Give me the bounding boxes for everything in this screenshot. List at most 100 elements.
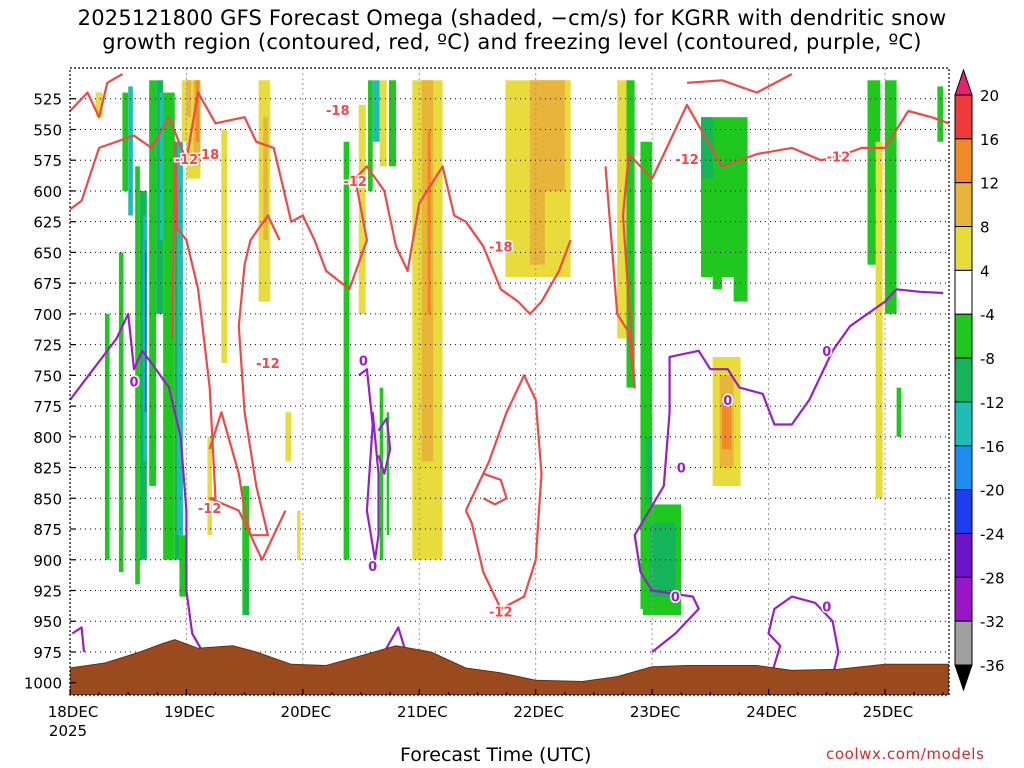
terrain-area	[70, 639, 949, 695]
omega-cell	[177, 141, 183, 536]
omega-cell	[386, 412, 390, 536]
colorbar-swatch	[954, 620, 973, 666]
freezing-contour-label: 0	[671, 591, 680, 606]
terrain-layer	[70, 639, 949, 695]
colorbar-swatch	[954, 445, 973, 491]
y-tick-label: 875	[33, 521, 62, 539]
colorbar-swatch	[954, 576, 973, 622]
y-tick-label: 1000	[24, 675, 62, 693]
y-tick-label: 975	[33, 644, 62, 662]
omega-cell	[122, 92, 129, 191]
dgz-contour-label: -12	[175, 153, 199, 168]
colorbar-label: -32	[980, 613, 1005, 631]
omega-cell	[144, 240, 147, 413]
omega-cell	[640, 141, 653, 609]
omega-cell	[372, 80, 380, 142]
freezing-contour-label: 0	[130, 376, 139, 391]
dgz-contour-label: -18	[326, 104, 350, 119]
omega-cell	[626, 80, 635, 388]
dgz-contour-line	[482, 472, 508, 506]
colorbar-label: 4	[980, 262, 990, 280]
y-tick-label: 850	[33, 490, 62, 508]
y-tick-label: 650	[33, 244, 62, 262]
omega-cell	[145, 252, 147, 413]
x-axis-label: Forecast Time (UTC)	[400, 744, 592, 766]
colorbar-label: 8	[980, 219, 990, 237]
dgz-contour-label: -12	[675, 153, 699, 168]
colorbar-label: 12	[980, 175, 999, 193]
colorbar-top-arrow	[954, 68, 973, 96]
omega-cell	[427, 129, 431, 314]
y-tick-label: 900	[33, 552, 62, 570]
omega-cell	[701, 117, 713, 179]
colorbar-swatch	[954, 489, 973, 534]
x-tick-label: 19DEC	[164, 703, 215, 721]
credit-link[interactable]: coolwx.com/models	[826, 745, 985, 763]
colorbar-swatch	[954, 94, 973, 140]
dgz-contour-line	[208, 411, 287, 561]
omega-cell	[646, 436, 653, 560]
freezing-contour-label: 0	[822, 600, 831, 615]
colorbar-swatch	[954, 401, 973, 447]
dgz-contour-label: -12	[489, 605, 513, 620]
omega-cell	[297, 510, 301, 560]
colorbar-swatch	[954, 313, 973, 359]
dgz-contour-label: -12	[343, 175, 367, 190]
freezing-contour-line	[71, 626, 86, 653]
x-tick-label: 24DEC	[746, 703, 797, 721]
omega-shading-layer	[95, 80, 944, 616]
colorbar-bottom-arrow	[954, 664, 973, 692]
dgz-contour-label: -12	[827, 151, 851, 166]
omega-cell	[379, 80, 387, 167]
omega-cell	[721, 393, 732, 450]
omega-cell	[163, 92, 175, 560]
dgz-contour-layer	[70, 73, 949, 610]
dgz-contour-line	[604, 103, 949, 389]
y-tick-label: 750	[33, 367, 62, 385]
y-tick-label: 950	[33, 613, 62, 631]
omega-cell	[207, 436, 213, 536]
x-tick-sublabel: 2025	[49, 722, 87, 740]
y-tick-label: 625	[33, 214, 62, 232]
y-tick-label: 775	[33, 398, 62, 416]
omega-cell	[368, 80, 373, 191]
x-tick-label: 22DEC	[513, 703, 564, 721]
freezing-contour-line	[767, 595, 840, 677]
omega-cell	[159, 92, 164, 241]
omega-cell	[389, 80, 396, 167]
freezing-contour-label: 0	[723, 394, 732, 409]
chart-title: 2025121800 GFS Forecast Omega (shaded, −…	[77, 6, 947, 54]
y-tick-label: 825	[33, 460, 62, 478]
dgz-contour-line	[70, 73, 123, 119]
colorbar-swatch	[954, 357, 973, 403]
omega-cell	[937, 86, 944, 142]
omega-cell	[649, 522, 676, 597]
freezing-contour-label: 0	[822, 345, 831, 360]
omega-cell	[179, 535, 187, 597]
freezing-contour-line	[358, 368, 380, 561]
omega-cell	[884, 80, 897, 314]
freezing-contour-line	[633, 288, 944, 653]
colorbar-label: 20	[980, 87, 999, 105]
colorbar-label: -28	[980, 569, 1005, 587]
colorbar-swatch	[954, 138, 973, 184]
omega-cell	[195, 80, 200, 142]
colorbar-label: -24	[980, 525, 1005, 543]
dgz-contour-line	[686, 73, 793, 94]
dgz-contour-line	[171, 140, 281, 537]
omega-cell	[118, 252, 124, 573]
x-tick-label: 18DEC	[48, 703, 99, 721]
omega-cell	[896, 387, 902, 437]
omega-cell	[186, 80, 192, 118]
axes-layer: 525 550 575 600 625 650 675 700 725 750 775 800 825 8…	[24, 67, 950, 740]
omega-cell	[875, 141, 883, 499]
x-tick-label: 25DEC	[863, 703, 914, 721]
dgz-contour-label: -18	[489, 240, 513, 255]
freezing-contour-label: 0	[359, 355, 368, 370]
colorbar-swatch	[954, 269, 973, 315]
colorbar-label: -4	[980, 306, 995, 324]
freezing-contour-label: 0	[368, 560, 377, 575]
y-tick-label: 525	[33, 91, 62, 109]
